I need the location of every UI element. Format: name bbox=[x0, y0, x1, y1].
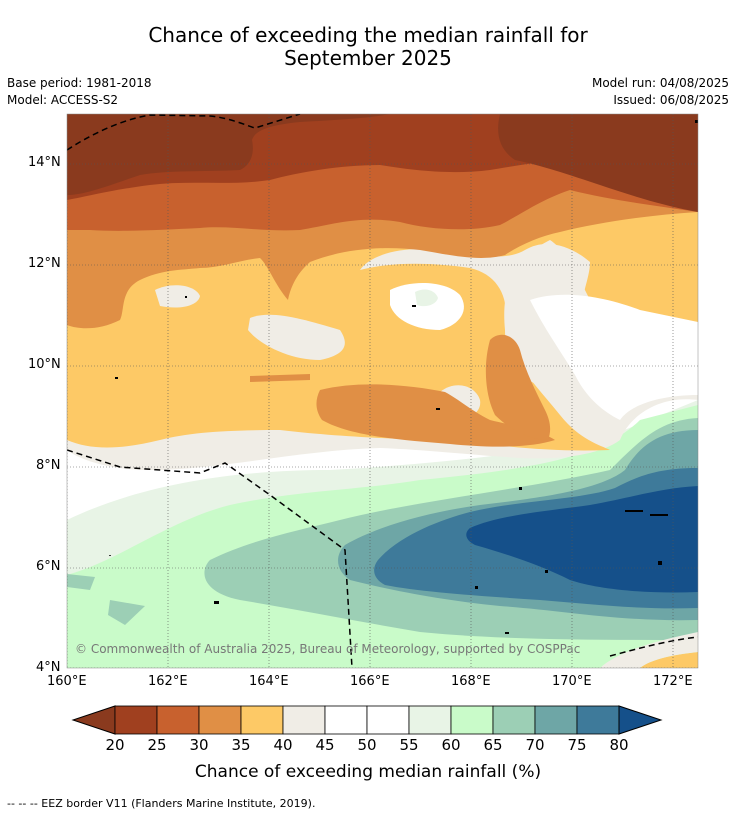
colorbar-segment bbox=[198, 705, 242, 735]
region-40-45-center bbox=[360, 243, 590, 402]
map-title-line2: September 2025 bbox=[284, 46, 452, 70]
colorbar-segment bbox=[240, 705, 284, 735]
colorbar-tick-label: 50 bbox=[357, 736, 377, 754]
eez-footnote: -- -- -- EEZ border V11 (Flanders Marine… bbox=[7, 797, 316, 810]
region-35-40-se-corner bbox=[640, 652, 698, 668]
region-over-80 bbox=[466, 486, 698, 593]
region-40-45-island-a bbox=[248, 314, 345, 360]
colorbar-tick-label: 70 bbox=[525, 736, 545, 754]
region-30-35-strip bbox=[250, 374, 310, 382]
colorbar-segment bbox=[534, 705, 578, 735]
colorbar-segment bbox=[492, 705, 536, 735]
lat-label-4: 4°N bbox=[36, 660, 61, 675]
lon-label-164: 164°E bbox=[249, 674, 289, 689]
copyright-notice: © Commonwealth of Australia 2025, Bureau… bbox=[75, 642, 581, 656]
colorbar-tick-label: 60 bbox=[441, 736, 461, 754]
colorbar-over-arrow bbox=[618, 705, 663, 735]
region-30-35-east bbox=[485, 334, 551, 440]
issued-label: Issued: 06/08/2025 bbox=[613, 93, 729, 107]
colorbar-title: Chance of exceeding median rainfall (%) bbox=[194, 762, 542, 782]
colorbar-segment bbox=[324, 705, 368, 735]
lat-label-8: 8°N bbox=[36, 458, 61, 473]
lon-label-162: 162°E bbox=[148, 674, 188, 689]
region-45-55-east bbox=[530, 294, 698, 420]
region-45-55-center bbox=[390, 283, 464, 330]
colorbar-tick-label: 30 bbox=[189, 736, 209, 754]
graticule bbox=[67, 114, 698, 668]
region-40-45-island-b bbox=[155, 285, 200, 308]
map-frame bbox=[66, 113, 699, 669]
colorbar-segment bbox=[450, 705, 494, 735]
colorbar-tick-label: 65 bbox=[483, 736, 503, 754]
lon-label-160: 160°E bbox=[47, 674, 87, 689]
eez-border bbox=[67, 114, 698, 668]
colorbar-segment bbox=[408, 705, 452, 735]
region-under-20 bbox=[67, 114, 390, 195]
colorbar-segment bbox=[366, 705, 410, 735]
colorbar-tick-label: 80 bbox=[609, 736, 629, 754]
region-30-35-mid bbox=[316, 384, 555, 447]
map-title-line1: Chance of exceeding the median rainfall … bbox=[148, 23, 588, 47]
lon-label-170: 170°E bbox=[552, 674, 592, 689]
colorbar-segment bbox=[282, 705, 326, 735]
colorbar-segment bbox=[156, 705, 200, 735]
lat-label-10: 10°N bbox=[28, 357, 61, 372]
lon-label-166: 166°E bbox=[350, 674, 390, 689]
colorbar-tick-label: 25 bbox=[147, 736, 167, 754]
colorbar-under-arrow bbox=[71, 705, 116, 735]
colorbar-tick-label: 75 bbox=[567, 736, 587, 754]
region-65-70-w bbox=[67, 574, 95, 590]
colorbar-tick-label: 20 bbox=[105, 736, 125, 754]
colorbar-tick-label: 55 bbox=[399, 736, 419, 754]
colorbar-tick-label: 35 bbox=[231, 736, 251, 754]
islands bbox=[115, 120, 698, 634]
lon-label-172: 172°E bbox=[653, 674, 693, 689]
rainfall-probability-field bbox=[67, 114, 698, 668]
lat-label-12: 12°N bbox=[28, 256, 61, 271]
colorbar-tick-label: 40 bbox=[273, 736, 293, 754]
colorbar bbox=[71, 705, 663, 735]
region-65-70-sw bbox=[108, 600, 145, 625]
region-55-60-center bbox=[415, 289, 438, 307]
lon-label-168: 168°E bbox=[451, 674, 491, 689]
base-period-label: Base period: 1981-2018 bbox=[7, 76, 152, 90]
region-under-20-ne bbox=[498, 114, 698, 212]
colorbar-tick-label: 45 bbox=[315, 736, 335, 754]
lat-label-6: 6°N bbox=[36, 559, 61, 574]
model-run-label: Model run: 04/08/2025 bbox=[591, 76, 729, 90]
model-label: Model: ACCESS-S2 bbox=[7, 93, 119, 107]
lat-label-14: 14°N bbox=[28, 155, 61, 170]
colorbar-segment bbox=[114, 705, 158, 735]
colorbar-segment bbox=[576, 705, 620, 735]
